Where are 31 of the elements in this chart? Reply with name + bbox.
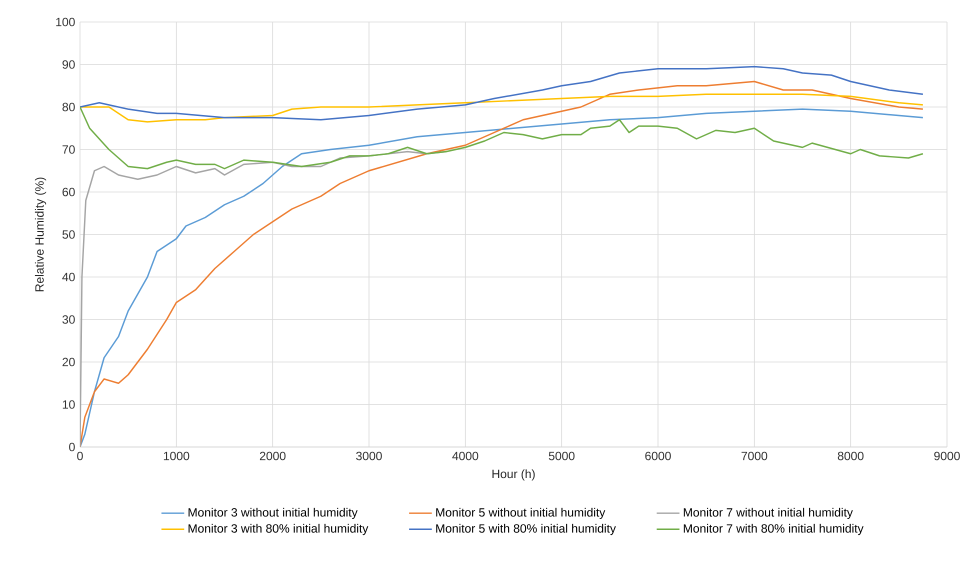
y-tick-label: 90 — [62, 60, 75, 69]
line-series — [80, 106, 924, 170]
y-tick-label: 0 — [69, 442, 75, 452]
x-tick-label: 7000 — [742, 452, 768, 460]
x-tick-label: 3000 — [356, 452, 382, 460]
x-tick-label: 1000 — [164, 452, 190, 460]
x-tick-label: 6000 — [645, 452, 671, 460]
legend-label: Monitor 7 without initial humidity — [684, 508, 853, 520]
x-tick-label: 4000 — [452, 452, 478, 460]
x-tick-label: 9000 — [934, 452, 960, 460]
x-tick-label: 0 — [77, 452, 83, 460]
y-tick-label: 60 — [62, 188, 75, 196]
y-tick-label: 10 — [62, 400, 75, 409]
y-tick-label: 20 — [62, 358, 75, 366]
legend-label: Monitor 5 without initial humidity — [436, 508, 606, 520]
x-tick-label: 2000 — [260, 452, 286, 460]
y-tick-label: 50 — [62, 230, 75, 239]
y-tick-label: 30 — [62, 315, 75, 324]
legend-label: Monitor 7 with 80% initial humidity — [684, 524, 864, 536]
x-tick-label: 8000 — [838, 452, 864, 460]
legend-label: Monitor 3 with 80% initial humidity — [188, 524, 368, 536]
legend-label: Monitor 5 with 80% initial humidity — [436, 524, 616, 536]
line-series — [80, 66, 924, 120]
y-tick-label: 40 — [62, 272, 75, 282]
y-axis-title: Relative Humidity (%) — [34, 178, 46, 292]
y-tick-label: 100 — [56, 18, 75, 26]
y-tick-label: 70 — [62, 145, 75, 154]
x-axis-title: Hour (h) — [492, 469, 535, 481]
legend-label: Monitor 3 without initial humidity — [188, 508, 358, 520]
y-tick-label: 80 — [62, 102, 75, 112]
x-tick-label: 5000 — [548, 452, 575, 460]
